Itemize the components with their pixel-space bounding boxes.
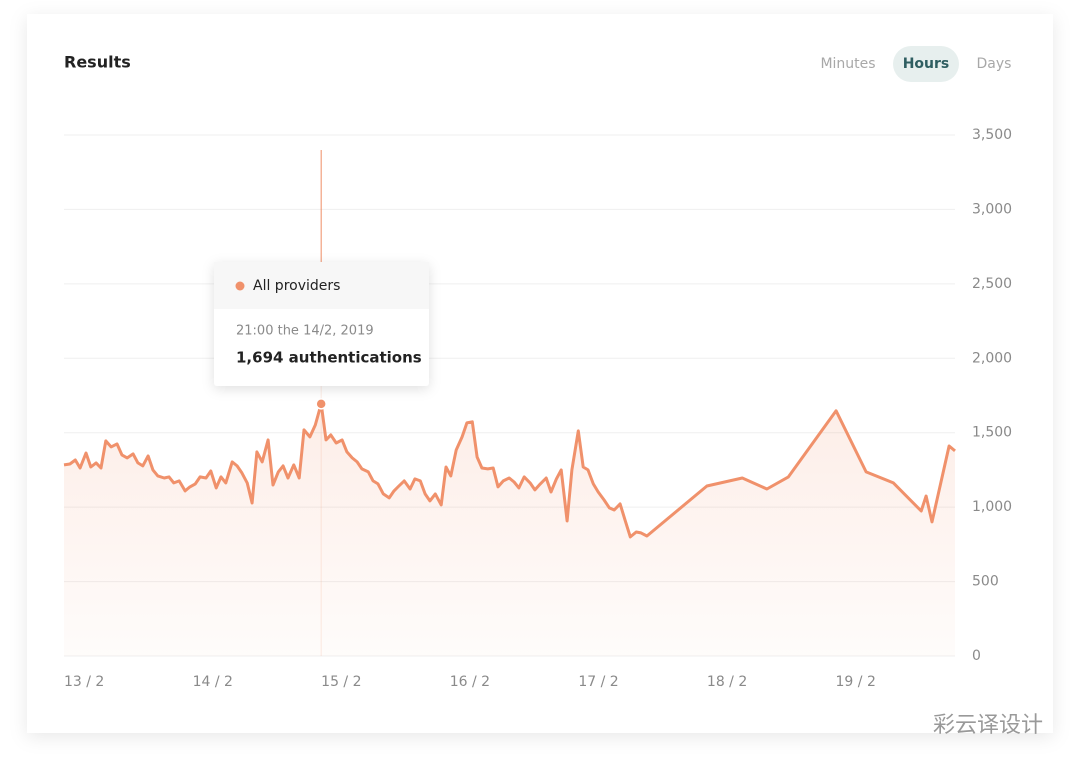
tab[interactable]: Days	[977, 56, 1012, 72]
y-tick-label: 2,000	[972, 350, 1012, 366]
y-tick-label: 3,500	[972, 127, 1012, 143]
legend-dot	[235, 281, 245, 291]
chart-title: Results	[64, 53, 131, 72]
watermark: 彩云译设计	[933, 713, 1043, 738]
tab[interactable]: Hours	[903, 56, 950, 72]
x-tick-label: 13 / 2	[64, 674, 104, 690]
y-tick-label: 3,000	[972, 201, 1012, 217]
y-tick-label: 1,500	[972, 425, 1012, 441]
tab[interactable]: Minutes	[820, 56, 875, 72]
tooltip-header	[214, 262, 429, 309]
y-tick-label: 500	[972, 574, 999, 590]
x-tick-label: 16 / 2	[450, 674, 490, 690]
y-tick-label: 2,500	[972, 276, 1012, 292]
line	[63, 402, 956, 539]
x-tick-label: 18 / 2	[707, 674, 747, 690]
tooltip-value: 1,694 authentications	[236, 349, 422, 367]
tab-active-bg	[893, 46, 959, 82]
x-tick-label: 15 / 2	[321, 674, 361, 690]
tooltip-date: 21:00 the 14/2, 2019	[236, 324, 374, 339]
legend-label: All providers	[253, 278, 340, 294]
y-tick-label: 1,000	[972, 499, 1012, 515]
y-tick-label: 0	[972, 648, 981, 664]
area	[64, 403, 955, 656]
x-tick-label: 19 / 2	[836, 674, 876, 690]
x-tick-label: 17 / 2	[578, 674, 618, 690]
hover-point	[315, 398, 327, 410]
x-tick-label: 14 / 2	[193, 674, 233, 690]
